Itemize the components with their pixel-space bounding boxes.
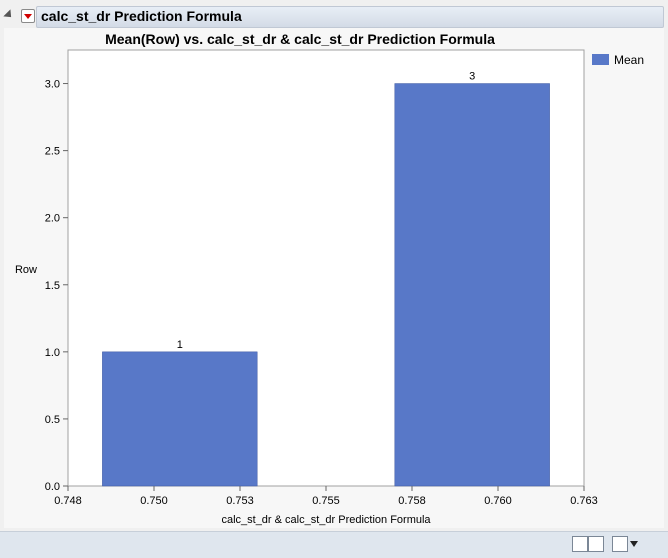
red-triangle-menu-icon[interactable] xyxy=(21,9,35,23)
bar-data-label-2: 3 xyxy=(469,71,475,83)
disclosure-triangle-icon[interactable] xyxy=(3,9,15,21)
chart-icon[interactable] xyxy=(588,536,604,552)
bar-1[interactable] xyxy=(102,351,258,487)
bar-data-label-1: 1 xyxy=(177,339,183,351)
y-tick-label: 3.0 xyxy=(45,79,60,91)
graph-panel: Mean(Row) vs. calc_st_dr & calc_st_dr Pr… xyxy=(4,28,664,528)
y-tick-label: 1.5 xyxy=(45,280,60,292)
chart-title: Mean(Row) vs. calc_st_dr & calc_st_dr Pr… xyxy=(105,31,495,47)
x-tick-label: 0.748 xyxy=(54,495,82,507)
x-tick-label: 0.750 xyxy=(140,495,168,507)
y-axis-label: Row xyxy=(15,264,37,276)
outline-header: calc_st_dr Prediction Formula xyxy=(3,6,664,28)
y-tick-label: 0.5 xyxy=(45,414,60,426)
window-icon[interactable] xyxy=(612,536,628,552)
x-axis-label: calc_st_dr & calc_st_dr Prediction Formu… xyxy=(221,514,431,526)
dropdown-icon[interactable] xyxy=(630,541,638,547)
y-tick-label: 2.0 xyxy=(45,213,60,225)
bar-chart: Mean(Row) vs. calc_st_dr & calc_st_dr Pr… xyxy=(15,31,644,526)
x-tick-label: 0.755 xyxy=(312,495,340,507)
bar-2[interactable] xyxy=(394,83,550,487)
status-bar xyxy=(0,531,668,558)
home-icon[interactable] xyxy=(572,536,588,552)
x-tick-label: 0.763 xyxy=(570,495,598,507)
x-tick-label: 0.760 xyxy=(484,495,512,507)
outline-title: calc_st_dr Prediction Formula xyxy=(41,8,242,24)
x-tick-label: 0.753 xyxy=(226,495,254,507)
x-tick-label: 0.758 xyxy=(398,495,426,507)
y-tick-label: 1.0 xyxy=(45,347,60,359)
y-tick-label: 2.5 xyxy=(45,146,60,158)
legend-swatch xyxy=(592,54,609,65)
y-axis: 0.0 0.5 1.0 1.5 2.0 2.5 3.0 xyxy=(45,79,68,493)
outline-title-bar[interactable]: calc_st_dr Prediction Formula xyxy=(36,6,664,28)
legend: Mean xyxy=(592,53,644,67)
legend-label: Mean xyxy=(614,53,644,67)
y-tick-label: 0.0 xyxy=(45,481,60,493)
bars-group: 13 xyxy=(102,71,550,487)
x-axis: 0.748 0.750 0.753 0.755 0.758 0.760 0.763 xyxy=(54,486,598,507)
